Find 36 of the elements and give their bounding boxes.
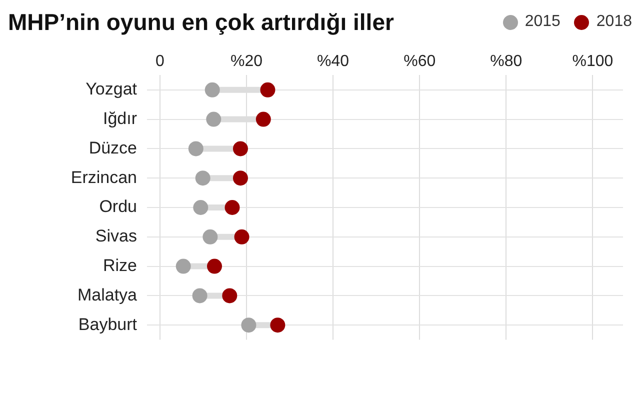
point xyxy=(241,318,256,333)
point xyxy=(270,318,286,333)
x-tick-label: %20 xyxy=(230,53,263,70)
x-tick-label: %80 xyxy=(490,53,522,70)
point xyxy=(192,288,208,304)
x-tick-label: %40 xyxy=(317,53,350,70)
y-tick-label: Erzincan xyxy=(70,168,137,187)
point xyxy=(202,229,218,244)
point xyxy=(224,200,240,215)
point xyxy=(256,112,271,127)
point xyxy=(232,141,248,156)
y-tick-label: Rize xyxy=(102,256,137,275)
point xyxy=(195,170,210,186)
x-tick-label: 0 xyxy=(156,53,165,70)
point xyxy=(188,141,204,156)
point xyxy=(193,200,208,215)
point xyxy=(206,112,222,127)
legend-label: 2015 xyxy=(524,13,560,31)
y-tick-label: Iğdır xyxy=(102,108,138,128)
y-tick-label: Ordu xyxy=(99,197,137,216)
y-tick-label: Malatya xyxy=(77,285,138,304)
point xyxy=(260,82,276,98)
legend-label: 2018 xyxy=(596,13,632,31)
point xyxy=(232,170,248,186)
point xyxy=(204,82,220,98)
point xyxy=(234,229,250,244)
x-tick-label: %60 xyxy=(404,53,436,70)
point xyxy=(222,288,238,304)
chart-title: MHP’nin oyunu en çok artırdığı iller xyxy=(8,8,394,36)
y-tick-label: Düzce xyxy=(88,138,137,158)
y-tick-label: Yozgat xyxy=(86,80,138,99)
point xyxy=(176,258,191,274)
y-tick-label: Sivas xyxy=(95,226,137,246)
x-tick-label: %100 xyxy=(572,53,614,70)
y-tick-label: Bayburt xyxy=(78,314,138,334)
point xyxy=(207,258,222,274)
